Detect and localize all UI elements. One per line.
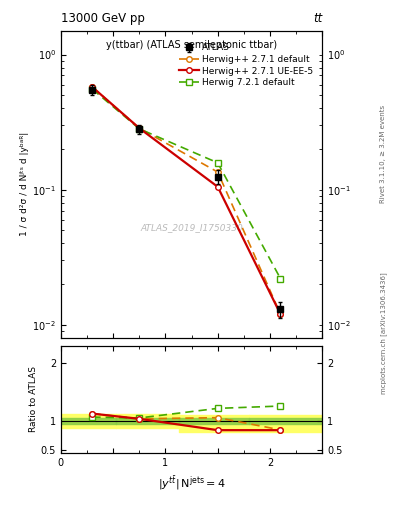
Y-axis label: Ratio to ATLAS: Ratio to ATLAS — [29, 367, 38, 432]
Herwig++ 2.7.1 UE-EE-5 — [278, 311, 283, 317]
Herwig++ 2.7.1 UE-EE-5 — [215, 184, 220, 190]
Line: Herwig 7.2.1 default: Herwig 7.2.1 default — [90, 87, 283, 281]
Herwig 7.2.1 default — [90, 86, 95, 92]
Herwig++ 2.7.1 UE-EE-5 — [137, 125, 142, 131]
Text: $|y^{t\bar{t}}|\,\mathrm{N^{jets}=4}$: $|y^{t\bar{t}}|\,\mathrm{N^{jets}=4}$ — [158, 474, 225, 492]
Text: tt: tt — [313, 12, 322, 25]
Text: 13000 GeV pp: 13000 GeV pp — [61, 12, 145, 25]
Text: mcplots.cern.ch [arXiv:1306.3436]: mcplots.cern.ch [arXiv:1306.3436] — [380, 272, 387, 394]
Herwig++ 2.7.1 default — [278, 311, 283, 317]
Herwig++ 2.7.1 default — [90, 84, 95, 90]
Line: Herwig++ 2.7.1 UE-EE-5: Herwig++ 2.7.1 UE-EE-5 — [90, 84, 283, 317]
Line: Herwig++ 2.7.1 default: Herwig++ 2.7.1 default — [90, 84, 283, 317]
Text: Rivet 3.1.10, ≥ 3.2M events: Rivet 3.1.10, ≥ 3.2M events — [380, 104, 386, 203]
Herwig++ 2.7.1 UE-EE-5 — [90, 84, 95, 90]
Herwig 7.2.1 default — [215, 160, 220, 166]
Legend: ATLAS, Herwig++ 2.7.1 default, Herwig++ 2.7.1 UE-EE-5, Herwig 7.2.1 default: ATLAS, Herwig++ 2.7.1 default, Herwig++ … — [177, 41, 315, 89]
Y-axis label: 1 / σ d²σ / d Nʲᵗˢ d |yᵇᵃᴿ|: 1 / σ d²σ / d Nʲᵗˢ d |yᵇᵃᴿ| — [20, 132, 29, 237]
Herwig++ 2.7.1 default — [137, 125, 142, 131]
Herwig++ 2.7.1 default — [215, 169, 220, 175]
Text: y(ttbar) (ATLAS semileptonic ttbar): y(ttbar) (ATLAS semileptonic ttbar) — [106, 40, 277, 50]
Herwig 7.2.1 default — [278, 275, 283, 282]
Herwig 7.2.1 default — [137, 126, 142, 132]
Text: ATLAS_2019_I1750330: ATLAS_2019_I1750330 — [140, 223, 243, 232]
